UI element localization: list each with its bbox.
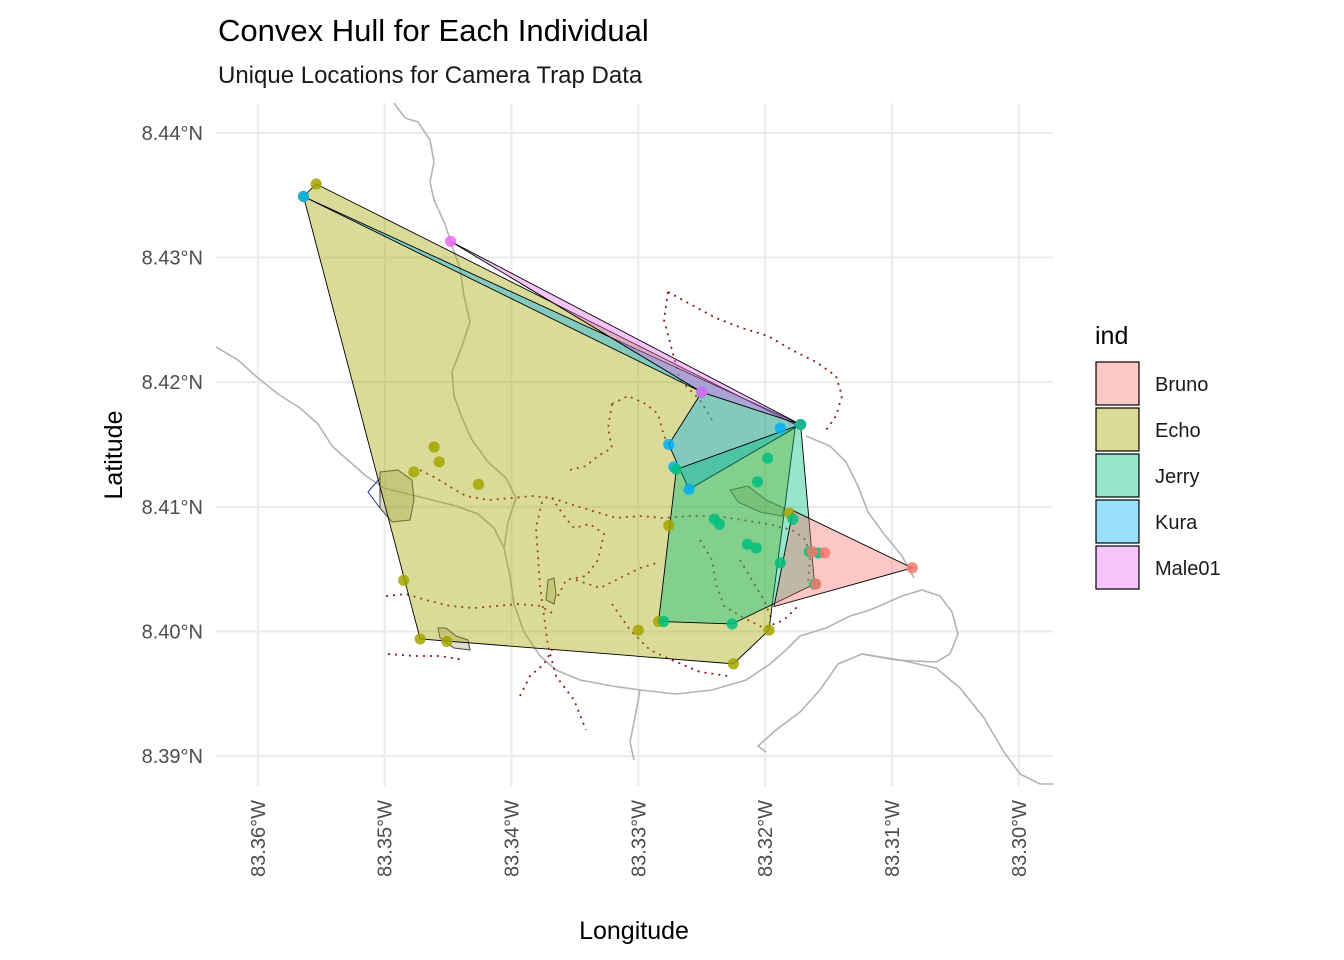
x-tick-label: 83.35°W: [375, 800, 397, 877]
point-jerry: [762, 452, 774, 464]
y-axis-title: Latitude: [100, 411, 128, 500]
trail-line: [699, 539, 801, 629]
point-jerry: [774, 557, 786, 569]
point-jerry: [751, 476, 764, 488]
legend-label-bruno: Bruno: [1155, 374, 1208, 396]
point-echo: [433, 456, 445, 468]
chart-subtitle: Unique Locations for Camera Trap Data: [218, 62, 643, 89]
y-tick-label: 8.39°N: [142, 746, 203, 768]
legend-label-male01: Male01: [1155, 558, 1221, 580]
x-tick-label: 83.36°W: [248, 800, 270, 877]
habitat-patch: [545, 577, 557, 605]
trail-line: [519, 649, 553, 697]
point-jerry: [670, 463, 682, 476]
x-tick-label: 83.34°W: [501, 800, 523, 877]
legend-key-echo: [1095, 407, 1140, 452]
point-jerry: [713, 518, 726, 530]
point-echo: [398, 574, 410, 586]
point-echo: [428, 441, 440, 453]
point-echo: [763, 624, 775, 636]
legend-key-male01: [1095, 545, 1140, 590]
point-echo: [632, 624, 644, 636]
trail-line: [551, 497, 811, 583]
x-axis-title: Longitude: [579, 917, 689, 945]
trail-line: [387, 653, 465, 661]
point-jerry: [741, 538, 753, 550]
point-bruno: [819, 547, 831, 559]
point-male01: [696, 386, 708, 398]
point-kura: [663, 438, 675, 451]
x-tick-label: 83.30°W: [1009, 800, 1031, 877]
legend-key-jerry: [1095, 453, 1140, 498]
x-axis-ticks: 83.36°W 83.35°W 83.34°W 83.33°W 83.32°W 83.31…: [248, 800, 1031, 877]
chart-title: Convex Hull for Each Individual: [218, 13, 649, 48]
habitat-patch: [729, 485, 785, 517]
trail-line: [611, 603, 729, 677]
point-jerry: [750, 542, 762, 554]
grid: [216, 103, 1053, 786]
point-echo: [310, 178, 322, 190]
x-tick-label: 83.33°W: [628, 800, 650, 877]
y-tick-label: 8.42°N: [142, 372, 203, 394]
point-male01: [445, 235, 457, 247]
convex-hulls: [303, 183, 914, 665]
legend-key-bruno: [1095, 361, 1140, 406]
point-echo: [414, 633, 426, 645]
habitat-patch: [379, 469, 415, 523]
point-bruno: [906, 562, 918, 574]
y-tick-label: 8.41°N: [142, 497, 203, 519]
legend-label-kura: Kura: [1155, 512, 1198, 534]
legend: ind Bruno Echo Jerry Kura Male01: [1095, 322, 1221, 590]
hull-male01: [450, 240, 801, 425]
point-echo: [663, 519, 675, 532]
x-tick-label: 83.31°W: [882, 800, 904, 877]
trail-line: [739, 559, 773, 621]
point-jerry: [726, 618, 738, 630]
trail-line: [551, 497, 606, 601]
point-kura: [774, 422, 786, 434]
map-panel: [216, 103, 1053, 785]
boundary-line: [639, 589, 959, 753]
boundary-line: [216, 346, 505, 549]
boundary-line: [393, 103, 641, 691]
point-echo: [441, 635, 453, 648]
basemap-features: [216, 103, 1053, 785]
point-kura: [683, 483, 695, 495]
legend-label-jerry: Jerry: [1155, 466, 1199, 488]
point-echo: [408, 466, 420, 478]
boundary-line: [861, 653, 1053, 785]
point-bruno: [810, 578, 822, 590]
trail-line: [385, 593, 555, 615]
trail-line: [611, 395, 673, 451]
hull-jerry: [658, 423, 816, 625]
x-tick-label: 83.32°W: [755, 800, 777, 877]
boundary-line: [805, 435, 915, 579]
trail-line: [535, 501, 587, 731]
y-tick-label: 8.40°N: [142, 621, 203, 643]
legend-title: ind: [1095, 322, 1128, 350]
point-kura: [297, 190, 310, 203]
trail-line: [419, 469, 553, 501]
y-tick-label: 8.43°N: [142, 248, 203, 270]
point-echo: [472, 478, 485, 490]
habitat-patch: [367, 477, 381, 509]
point-jerry: [787, 513, 799, 525]
y-tick-label: 8.44°N: [142, 123, 203, 145]
point-bruno: [806, 546, 818, 558]
point-echo: [727, 658, 740, 670]
trail-network: [385, 291, 843, 731]
y-axis-ticks: 8.39°N 8.40°N 8.41°N 8.42°N 8.43°N 8.44°N: [142, 123, 203, 768]
legend-key-kura: [1095, 499, 1140, 544]
legend-label-echo: Echo: [1155, 420, 1201, 442]
point-jerry: [795, 418, 807, 431]
boundary-line: [629, 689, 641, 761]
point-jerry: [658, 615, 670, 628]
camera-trap-points: [297, 178, 918, 670]
